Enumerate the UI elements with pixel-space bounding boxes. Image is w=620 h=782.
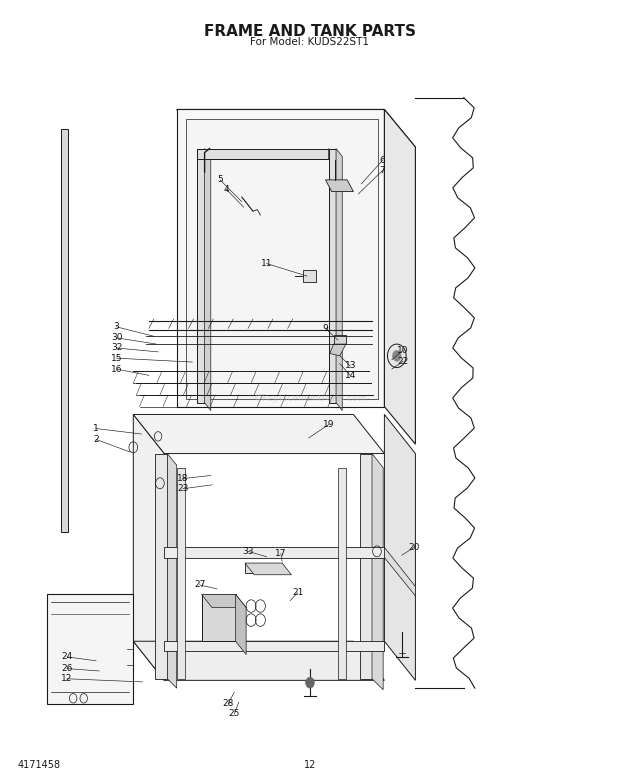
Polygon shape (329, 149, 335, 167)
Polygon shape (334, 335, 346, 344)
Polygon shape (197, 149, 205, 403)
Text: 5: 5 (217, 175, 223, 185)
Text: 3: 3 (113, 322, 120, 332)
Text: 33: 33 (242, 547, 254, 556)
Polygon shape (336, 149, 342, 411)
Polygon shape (167, 454, 177, 688)
Polygon shape (177, 109, 384, 407)
Text: 17: 17 (275, 549, 286, 558)
Text: 14: 14 (345, 371, 356, 380)
Polygon shape (245, 563, 291, 575)
Text: 27: 27 (194, 580, 205, 590)
Text: 16: 16 (111, 364, 122, 374)
Text: 1: 1 (93, 424, 99, 433)
Text: For Model: KUDS22ST1: For Model: KUDS22ST1 (250, 38, 370, 47)
Text: 9: 9 (322, 324, 329, 333)
Polygon shape (384, 109, 415, 444)
Polygon shape (236, 594, 246, 655)
Text: 7: 7 (379, 166, 386, 175)
Text: 26: 26 (61, 664, 73, 673)
Text: FRAME AND TANK PARTS: FRAME AND TANK PARTS (204, 23, 416, 39)
Text: 28: 28 (223, 699, 234, 708)
Polygon shape (384, 547, 415, 596)
Polygon shape (202, 594, 246, 608)
Text: 4: 4 (223, 185, 229, 194)
Text: 4171458: 4171458 (17, 760, 61, 769)
Polygon shape (330, 344, 346, 356)
Text: 20: 20 (409, 543, 420, 552)
Circle shape (392, 350, 401, 361)
Text: 30: 30 (111, 333, 122, 343)
Polygon shape (326, 180, 353, 192)
Text: 23: 23 (177, 484, 188, 493)
Polygon shape (46, 594, 133, 704)
Polygon shape (61, 129, 68, 532)
Polygon shape (177, 109, 415, 147)
Polygon shape (164, 641, 384, 651)
Text: 6: 6 (379, 156, 386, 165)
Text: 10: 10 (397, 346, 409, 355)
Text: 2: 2 (93, 435, 99, 444)
Text: 24: 24 (61, 652, 73, 662)
Polygon shape (197, 149, 329, 159)
Text: 19: 19 (323, 420, 334, 429)
Text: 13: 13 (345, 361, 356, 371)
Polygon shape (303, 270, 316, 282)
Polygon shape (338, 468, 346, 679)
Polygon shape (329, 149, 336, 403)
Text: 12: 12 (304, 760, 316, 769)
Text: 18: 18 (177, 474, 188, 483)
Polygon shape (186, 119, 378, 399)
Polygon shape (245, 563, 282, 573)
Text: 11: 11 (261, 259, 272, 268)
Polygon shape (177, 468, 185, 679)
Text: 15: 15 (111, 353, 122, 363)
Text: 21: 21 (292, 588, 303, 597)
Circle shape (306, 677, 314, 688)
Polygon shape (133, 641, 384, 680)
Text: 32: 32 (111, 343, 122, 353)
Polygon shape (202, 594, 236, 641)
Text: 25: 25 (229, 709, 240, 719)
Polygon shape (360, 454, 372, 679)
Text: 22: 22 (397, 357, 409, 366)
Polygon shape (164, 547, 384, 558)
Polygon shape (372, 454, 383, 690)
Text: ©ReplacementParts.com: ©ReplacementParts.com (254, 394, 366, 404)
Polygon shape (133, 414, 384, 454)
Polygon shape (205, 149, 211, 411)
Polygon shape (133, 414, 164, 680)
Polygon shape (384, 414, 415, 680)
Polygon shape (155, 454, 167, 679)
Text: 12: 12 (61, 674, 73, 683)
